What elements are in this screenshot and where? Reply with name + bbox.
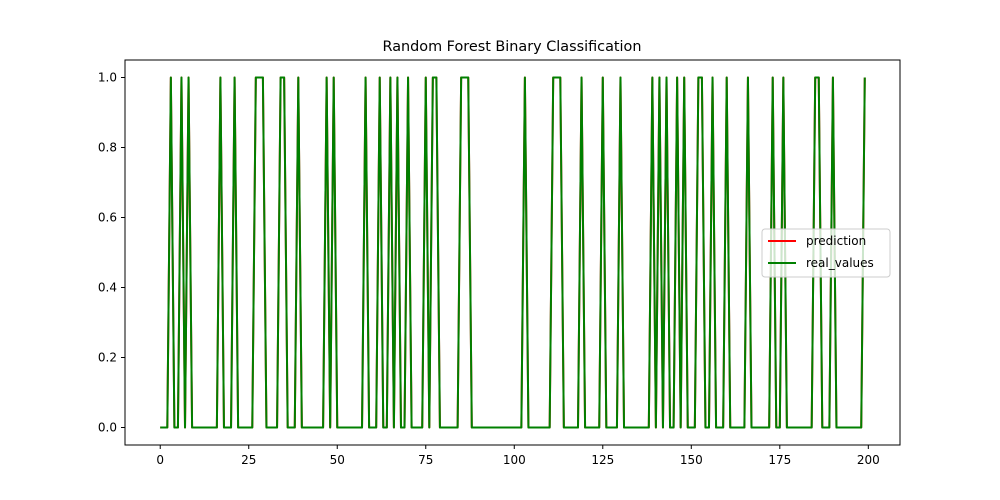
ticks: 0 25 50 75 100 125 150 175 200 0.0 0.2 0.4 0.6 0.8 1.0	[98, 71, 880, 468]
y-tick-label: 0.6	[98, 211, 117, 225]
x-tick-label: 25	[241, 453, 256, 467]
x-tick-label: 0	[156, 453, 164, 467]
chart-title: Random Forest Binary Classification	[383, 39, 642, 55]
y-tick-label: 0.8	[98, 141, 117, 155]
y-tick-label: 0.4	[98, 281, 117, 295]
x-tick-label: 125	[591, 453, 614, 467]
x-tick-label: 75	[418, 453, 433, 467]
series-line-real-values	[160, 76, 866, 429]
legend-label-prediction: prediction	[806, 234, 866, 248]
x-tick-label: 100	[503, 453, 526, 467]
x-tick-label: 150	[680, 453, 703, 467]
x-tick-label: 175	[768, 453, 791, 467]
y-tick-label: 0.2	[98, 351, 117, 365]
axes	[124, 59, 901, 446]
legend-label-real-values: real_values	[806, 256, 874, 270]
x-tick-label: 200	[857, 453, 880, 467]
series-lines	[160, 76, 866, 429]
legend: prediction real_values	[761, 228, 891, 278]
y-tick-label: 1.0	[98, 71, 117, 85]
y-tick-label: 0.0	[98, 421, 117, 435]
plot-frame	[124, 59, 901, 446]
x-tick-label: 50	[330, 453, 345, 467]
